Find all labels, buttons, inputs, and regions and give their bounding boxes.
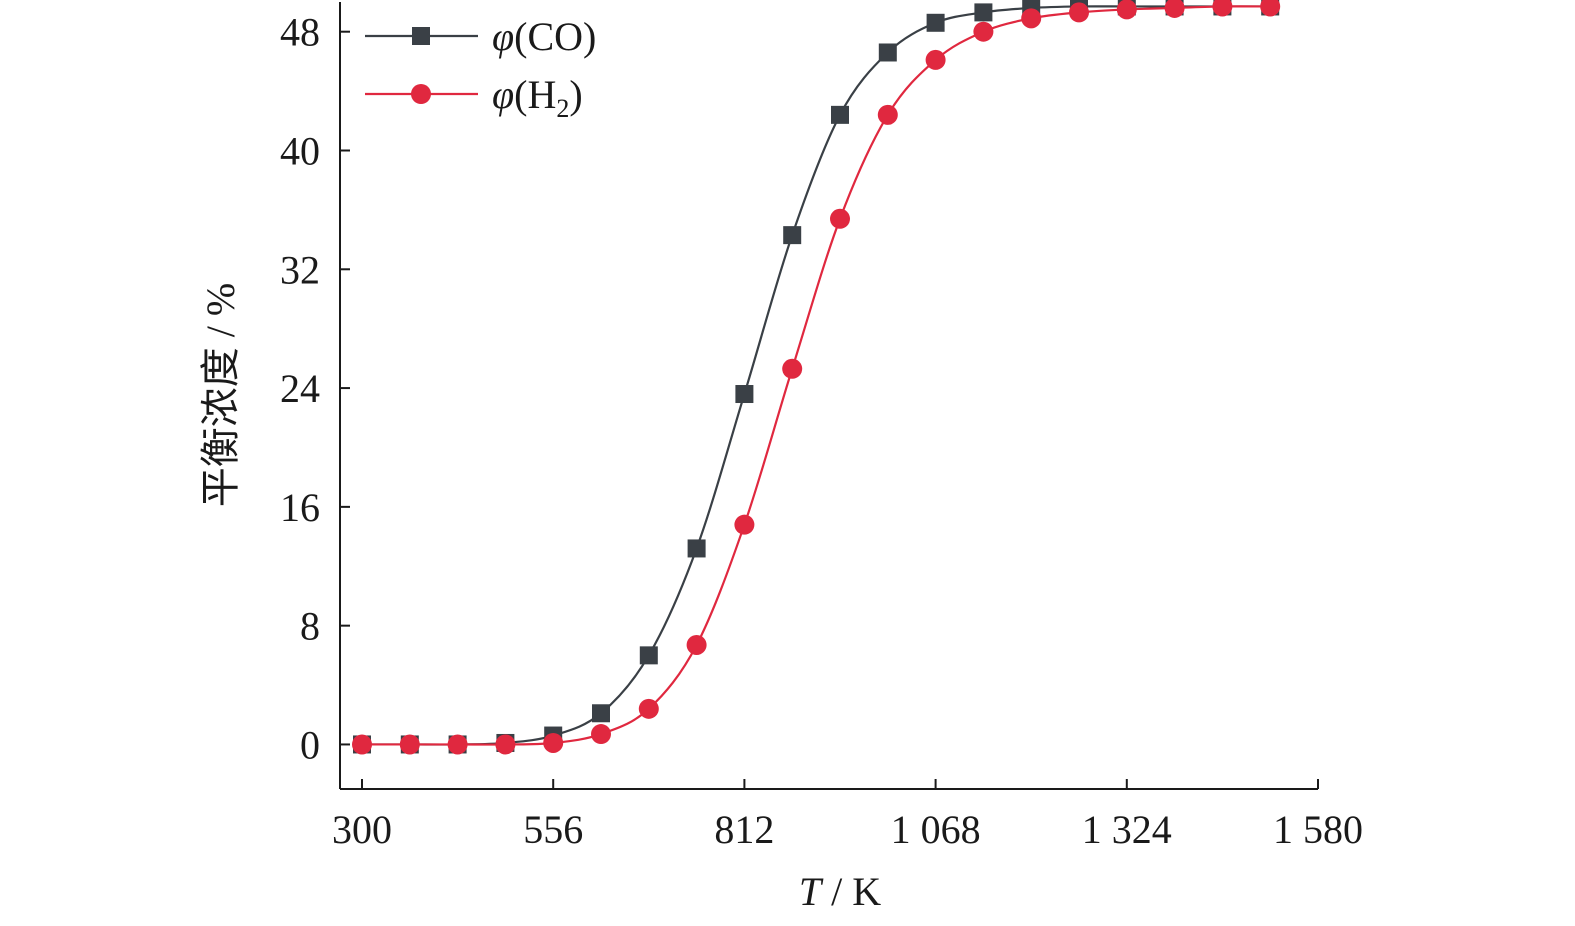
legend-text-main: (H: [514, 72, 556, 117]
y-axis-title: 平衡浓度 / %: [198, 283, 243, 507]
x-tick-label: 556: [523, 807, 583, 852]
data-point-co: [878, 43, 897, 62]
data-point-h2: [1164, 0, 1185, 18]
x-tick-label: 812: [714, 807, 774, 852]
legend-text-end: ): [569, 72, 582, 117]
data-point-h2: [447, 734, 468, 755]
y-tick-label: 48: [280, 10, 320, 55]
y-tick-label: 24: [280, 366, 320, 411]
data-point-co: [974, 3, 993, 22]
y-tick-label: 8: [300, 604, 320, 649]
data-point-co: [687, 539, 706, 558]
data-point-h2: [830, 208, 850, 229]
legend-label-co: φ(CO): [492, 14, 596, 59]
legend-text-main: (CO): [514, 14, 596, 59]
legend-subscript: 2: [556, 94, 569, 123]
data-point-co: [639, 646, 658, 665]
data-point-h2: [591, 724, 611, 745]
data-point-co: [735, 385, 754, 404]
legend-symbol: φ: [492, 14, 514, 59]
data-point-h2: [1212, 0, 1233, 17]
y-tick-label: 16: [280, 485, 320, 530]
data-point-co: [592, 704, 610, 723]
data-point-h2: [1116, 0, 1137, 20]
data-point-h2: [686, 634, 707, 655]
x-axis-unit: / K: [821, 869, 881, 914]
data-point-h2: [782, 358, 803, 379]
data-point-h2: [543, 732, 564, 753]
legend-marker-co: [412, 27, 430, 45]
x-tick-label: 1 324: [1082, 807, 1172, 852]
markers: [352, 0, 1281, 755]
data-point-co: [831, 105, 849, 124]
y-tick-label: 40: [280, 128, 320, 173]
legend: φ(CO)φ(H2): [365, 14, 596, 123]
legend-symbol: φ: [492, 72, 514, 117]
data-point-h2: [1069, 2, 1089, 23]
x-tick-label: 300: [332, 807, 392, 852]
data-point-co: [783, 226, 802, 245]
data-point-co: [926, 13, 945, 32]
data-point-h2: [734, 514, 755, 535]
data-point-h2: [973, 21, 994, 42]
axes: 300 556 812 1 068 1 324 1 580 0 8 16 24 32 40 48 T / …: [198, 2, 1363, 914]
data-point-h2: [877, 104, 898, 125]
data-point-h2: [1021, 8, 1042, 29]
data-point-h2: [495, 734, 516, 755]
series-line-h2: [361, 5, 1271, 746]
legend-label-h2: φ(H2): [492, 72, 583, 123]
curves: [361, 5, 1271, 746]
x-axis-title: T / K: [799, 869, 881, 914]
data-point-h2: [925, 49, 946, 70]
x-tick-label: 1 068: [891, 807, 981, 852]
x-axis-variable: T: [799, 869, 824, 914]
y-tick-label: 32: [280, 247, 320, 292]
x-tick-label: 1 580: [1273, 807, 1363, 852]
data-point-h2: [399, 734, 420, 755]
series-line-co: [361, 5, 1271, 746]
data-point-h2: [638, 698, 659, 719]
legend-marker-h2: [411, 84, 431, 104]
y-tick-label: 0: [300, 722, 320, 767]
data-point-h2: [352, 734, 372, 755]
data-point-h2: [1260, 0, 1281, 17]
